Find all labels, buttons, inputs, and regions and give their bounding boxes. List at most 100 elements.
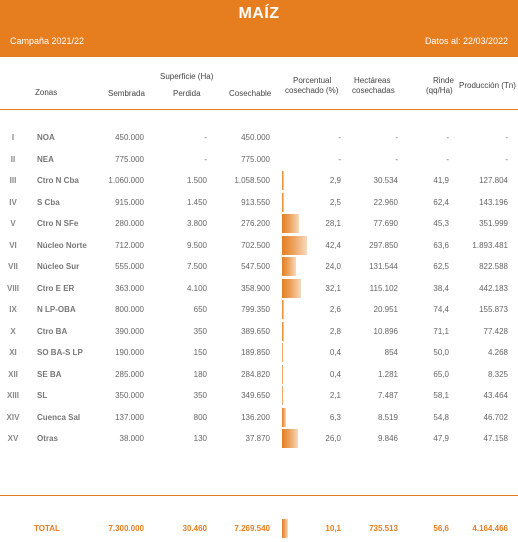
cell-cosechable: 1.058.500	[234, 176, 270, 185]
cell-rinde: 58,1	[433, 391, 449, 400]
cell-sembrada: 363.000	[115, 283, 144, 293]
cell-produccion: -	[505, 154, 508, 164]
cell-hectareas: 9.846	[377, 434, 398, 443]
cell-rinde: 65,0	[433, 369, 449, 379]
col-header-cosechable: Cosechable	[229, 89, 272, 98]
cell-produccion: 8.325	[487, 369, 508, 379]
cell-zona: NOA	[37, 133, 55, 142]
cell-rinde: 38,4	[433, 283, 449, 293]
cell-num: XIV	[6, 412, 20, 422]
cell-perdida: 1.450	[186, 197, 207, 207]
percent-bar	[282, 407, 286, 427]
cell-num: II	[10, 154, 16, 164]
cell-hectareas: 30.534	[373, 176, 398, 185]
cell-hectareas: 10.896	[373, 326, 398, 336]
cell-num: XI	[9, 348, 17, 357]
total-divider	[0, 495, 518, 496]
cell-num: XII	[8, 369, 18, 379]
cell-porcentual: -	[338, 133, 341, 142]
cell-num: X	[10, 326, 16, 336]
cell-sembrada: 280.000	[115, 219, 144, 228]
cell-cosechable: 189.850	[241, 348, 270, 357]
cell-porcentual: 28,1	[325, 219, 341, 228]
cell-zona: SE BA	[37, 369, 62, 379]
cell-perdida: 650	[193, 305, 207, 314]
cell-num: VII	[8, 262, 18, 271]
cell-rinde: -	[446, 133, 449, 142]
cell-rinde: 45,3	[433, 219, 449, 228]
cell-cosechable: 7.269.540	[234, 524, 270, 533]
cell-sembrada: 190.000	[115, 348, 144, 357]
cell-sembrada: 712.000	[115, 240, 144, 250]
header-divider	[0, 109, 518, 110]
percent-bar	[282, 192, 284, 212]
cell-porcentual: 2,1	[329, 391, 341, 400]
cell-num: VIII	[6, 283, 19, 293]
col-header-superficie: Superficie (Ha)	[160, 72, 214, 81]
cell-sembrada: 915.000	[115, 197, 144, 207]
report-title: MAÍZ	[238, 5, 280, 22]
cell-rinde: -	[446, 154, 449, 164]
cell-hectareas: 1.281	[377, 369, 398, 379]
cell-zona: NEA	[37, 154, 54, 164]
cell-cosechable: 450.000	[241, 133, 270, 142]
cell-hectareas: 297.850	[369, 240, 398, 250]
cell-zona: SO BA-S LP	[37, 348, 83, 357]
cell-produccion: 4.268	[487, 348, 508, 357]
col-header-porcentual: Porcentual	[293, 76, 332, 85]
cell-sembrada: 1.060.000	[108, 176, 144, 185]
col-header-perdida: Perdida	[173, 89, 201, 98]
cell-cosechable: 799.350	[241, 305, 270, 314]
cell-produccion: 47.158	[483, 434, 508, 443]
cell-hectareas: 8.519	[377, 412, 398, 422]
cell-sembrada: 555.000	[115, 262, 144, 271]
cell-cosechable: 276.200	[241, 219, 270, 228]
cell-zona: Otras	[37, 434, 58, 443]
cell-cosechable: 284.820	[241, 369, 270, 379]
cell-porcentual: 2,6	[329, 305, 341, 314]
cell-num: XV	[7, 434, 19, 443]
cell-sembrada: 350.000	[115, 391, 144, 400]
cell-perdida: 7.500	[186, 262, 207, 271]
cell-sembrada: 7.300.000	[108, 524, 144, 533]
percent-bar	[282, 235, 308, 255]
cell-produccion: 77.428	[483, 326, 508, 336]
cell-produccion: 127.804	[479, 176, 508, 185]
cell-rinde: 50,0	[433, 348, 449, 357]
cell-hectareas: -	[395, 133, 398, 142]
cell-produccion: 442.183	[479, 283, 508, 293]
cell-porcentual: 32,1	[325, 283, 341, 293]
cell-zona: Cuenca Sal	[37, 412, 81, 422]
col-header-zonas: Zonas	[35, 88, 58, 97]
cell-zona: N LP-OBA	[37, 305, 76, 314]
cell-rinde: 54,8	[433, 412, 449, 422]
col-header-produccion: Producción (Tn)	[459, 81, 516, 90]
cell-cosechable: 136.200	[241, 412, 270, 422]
percent-bar	[282, 257, 297, 276]
cell-cosechable: 358.900	[241, 283, 270, 293]
cell-produccion: 351.999	[479, 219, 508, 228]
percent-bar	[282, 519, 289, 538]
percent-bar	[282, 386, 284, 405]
cell-hectareas: 20.951	[373, 305, 398, 314]
cell-zona: Ctro BA	[37, 326, 68, 336]
cell-cosechable: 349.650	[241, 391, 270, 400]
cell-porcentual: 6,3	[329, 412, 341, 422]
cell-cosechable: 775.000	[241, 154, 270, 164]
cell-sembrada: 390.000	[115, 326, 144, 336]
cell-cosechable: 547.500	[241, 262, 270, 271]
cell-produccion: -	[505, 133, 508, 142]
cell-rinde: 63,6	[433, 240, 449, 250]
col-header-hectareas: Hectáreas	[354, 76, 391, 85]
cell-porcentual: 26,0	[325, 434, 341, 443]
cell-perdida: 130	[193, 434, 207, 443]
cell-rinde: 71,1	[433, 326, 449, 336]
cell-hectareas: 131.544	[369, 262, 398, 271]
percent-bar	[282, 364, 283, 384]
cell-sembrada: 800.000	[115, 305, 144, 314]
percent-bar	[282, 278, 302, 298]
cell-hectareas: 735.513	[369, 524, 398, 533]
col-header-rinde-2: (qq/Ha)	[426, 86, 453, 95]
cell-produccion: 155.873	[479, 305, 508, 314]
cell-rinde: 62,4	[433, 197, 449, 207]
